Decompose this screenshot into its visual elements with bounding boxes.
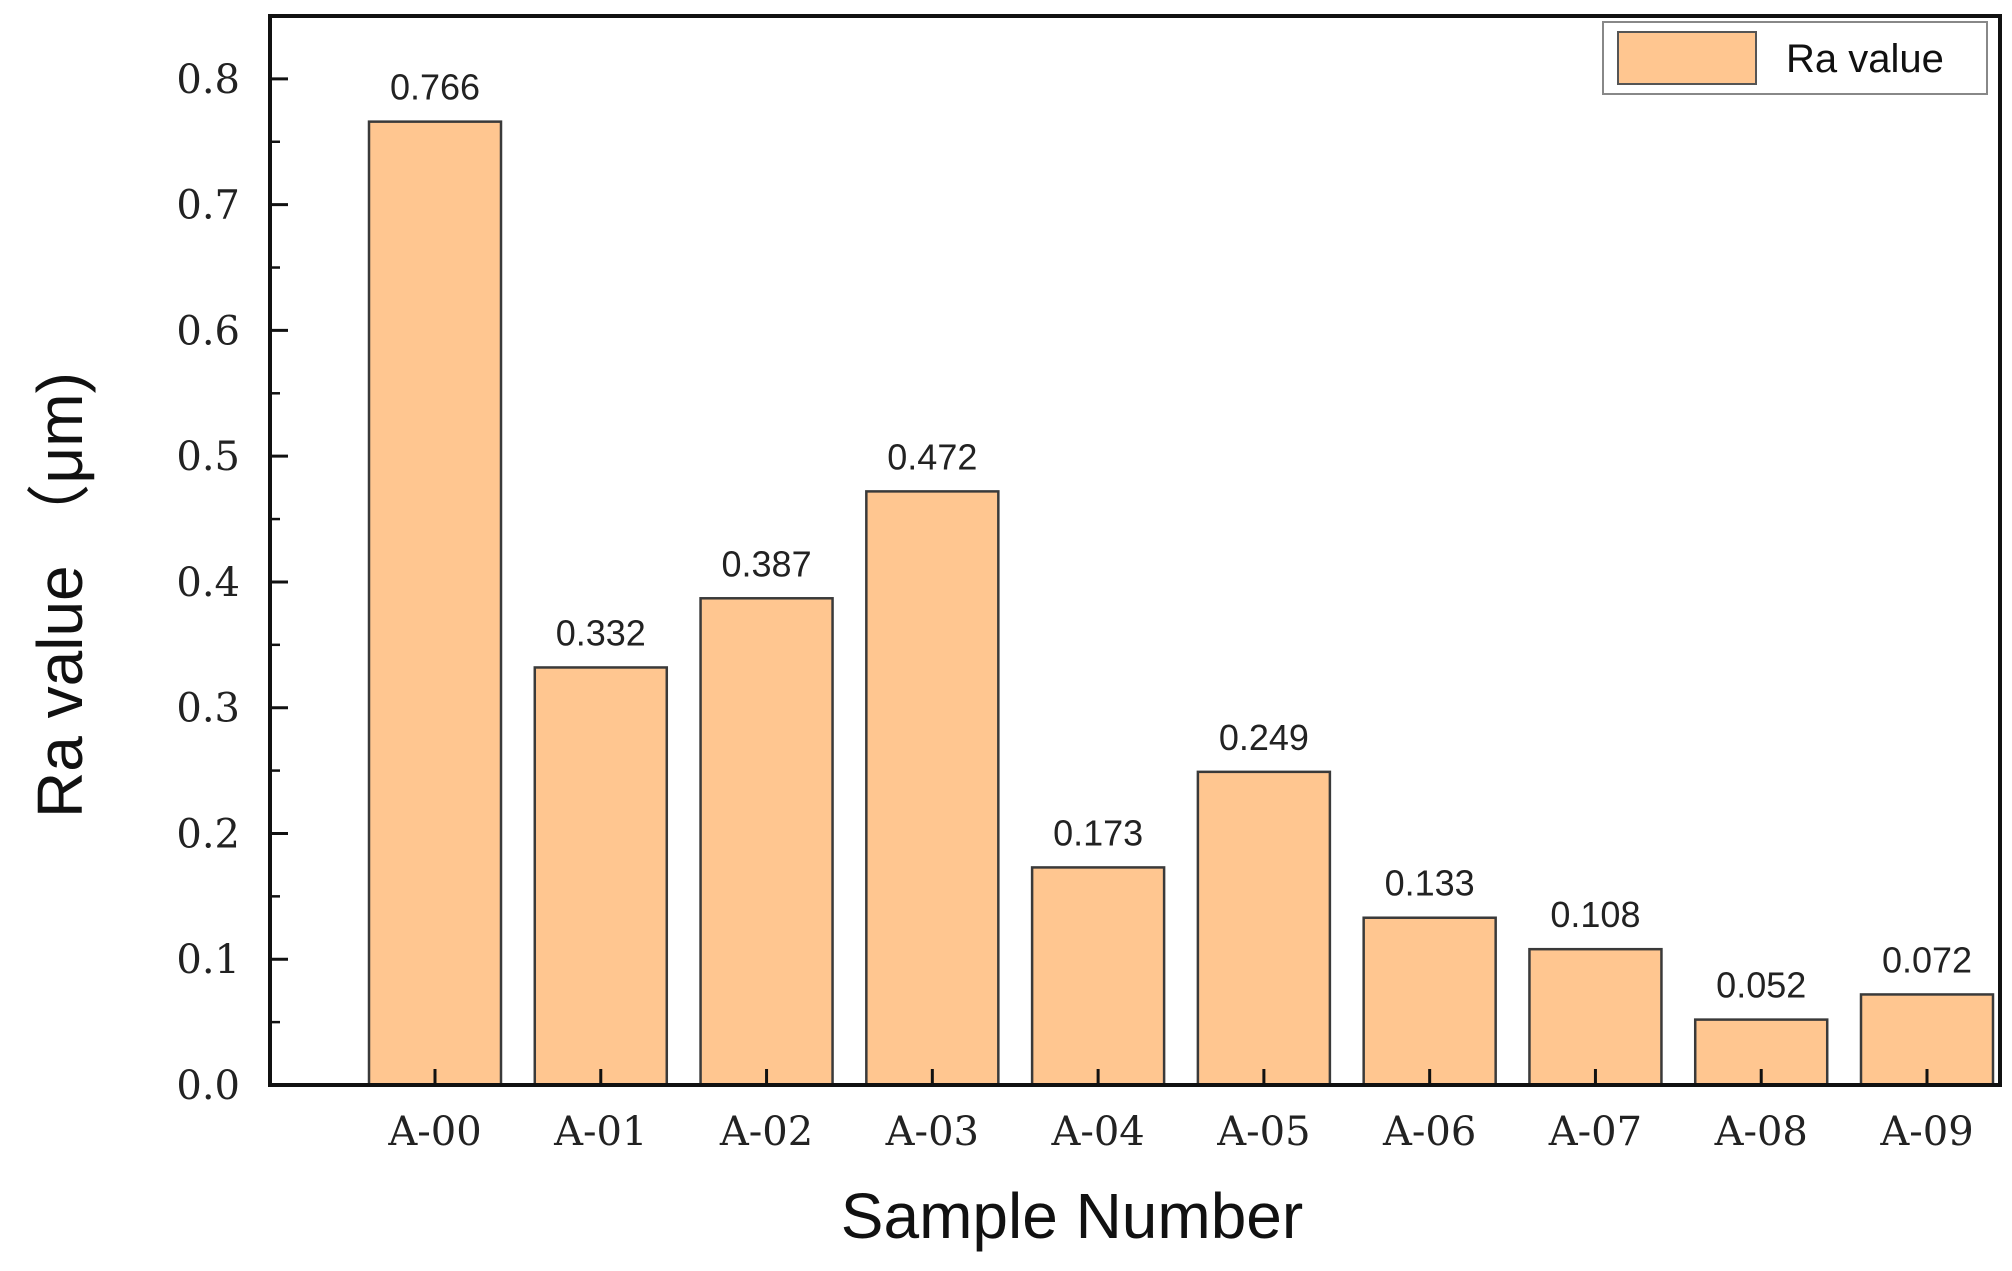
bar-A-01 (533, 666, 669, 1087)
x-tick-label-A-03: A-03 (885, 1109, 979, 1155)
x-tick-label-A-04: A-04 (1050, 1109, 1144, 1155)
legend-label: Ra value (1786, 37, 1944, 81)
data-label-A-04: 0.173 (1053, 812, 1143, 853)
y-axis-title: Ra value （μm) (24, 372, 96, 818)
bar-A-02 (699, 597, 834, 1087)
y-tick-label-0.8: 0.8 (176, 57, 240, 103)
y-tick-label-0.4: 0.4 (176, 560, 240, 606)
data-label-A-08: 0.052 (1716, 965, 1806, 1006)
bar-A-00 (367, 120, 503, 1087)
legend-swatch (1617, 31, 1757, 85)
x-axis-title: Sample Number (841, 1180, 1303, 1252)
y-tick-label-0.2: 0.2 (176, 811, 240, 857)
plot-frame (268, 14, 2002, 1087)
data-label-A-00: 0.766 (390, 67, 480, 108)
x-tick-label-A-08: A-08 (1714, 1109, 1808, 1155)
x-tick-label-A-02: A-02 (719, 1109, 813, 1155)
bar-A-06 (1362, 916, 1497, 1087)
bar-A-05 (1196, 770, 1332, 1087)
y-tick-label-0.5: 0.5 (176, 434, 240, 480)
y-tick-label-0.3: 0.3 (176, 686, 240, 732)
bar-A-03 (865, 490, 1000, 1087)
y-tick-label-0.7: 0.7 (176, 183, 240, 229)
x-tick-label-A-00: A-00 (387, 1109, 481, 1155)
bar-A-07 (1528, 947, 1663, 1087)
y-tick-label-0.0: 0.0 (176, 1063, 240, 1109)
axes-layer (268, 14, 2002, 1087)
data-label-A-06: 0.133 (1385, 863, 1475, 904)
data-label-A-05: 0.249 (1219, 717, 1309, 758)
bars-layer (367, 120, 1995, 1087)
data-label-A-01: 0.332 (556, 612, 646, 653)
x-tick-label-A-05: A-05 (1216, 1109, 1310, 1155)
x-tick-label-A-07: A-07 (1548, 1109, 1642, 1155)
x-tick-label-A-01: A-01 (553, 1109, 647, 1155)
x-tick-label-A-06: A-06 (1382, 1109, 1476, 1155)
data-label-A-03: 0.472 (887, 436, 977, 477)
data-label-A-09: 0.072 (1882, 939, 1972, 980)
y-tick-label-0.1: 0.1 (176, 937, 240, 983)
legend: Ra value (1602, 21, 1988, 95)
data-label-A-02: 0.387 (722, 543, 812, 584)
x-tick-label-A-09: A-09 (1879, 1109, 1973, 1155)
labels-layer: 0.766 A-00 0.332 A-01 0.387 A-02 0.472 A-03 0.17… (176, 57, 1973, 1155)
data-label-A-07: 0.108 (1550, 894, 1640, 935)
y-tick-label-0.6: 0.6 (176, 308, 240, 354)
bar-A-04 (1030, 866, 1166, 1087)
